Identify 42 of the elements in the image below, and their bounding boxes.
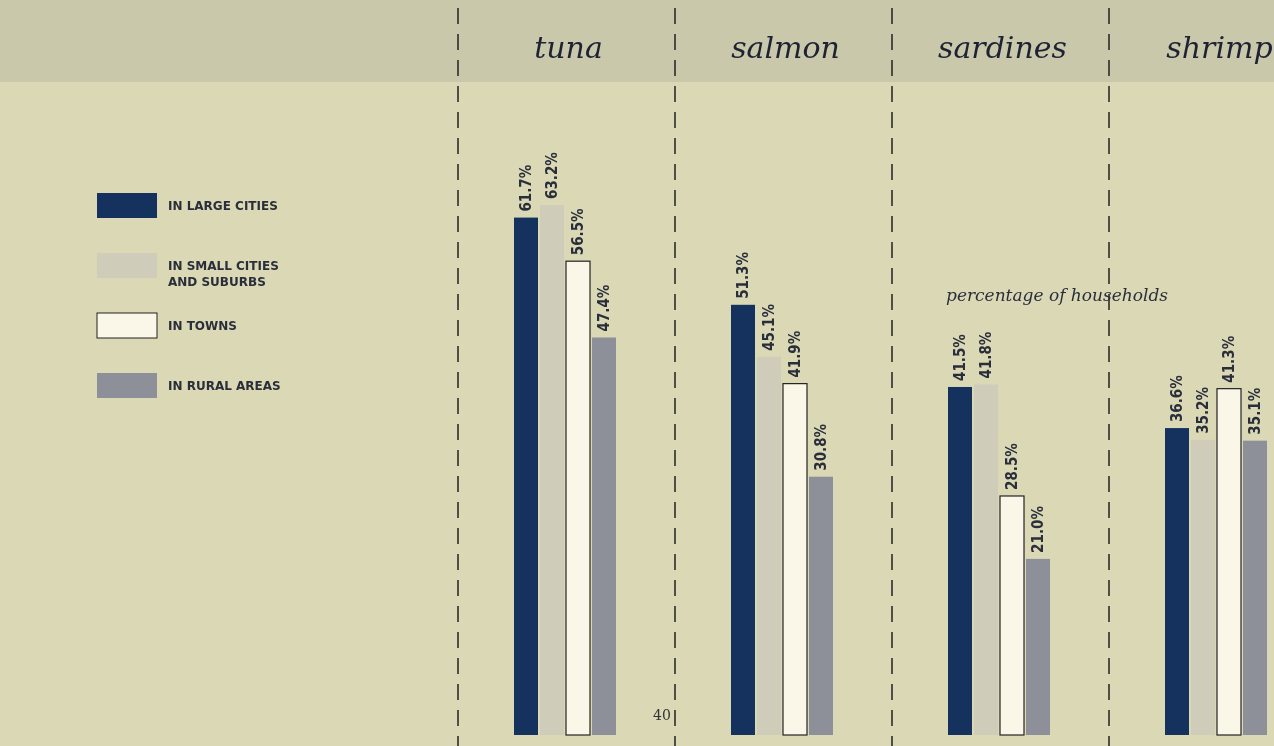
x-tick-label: tuna [534, 30, 603, 65]
data-label: 51.3% [734, 251, 752, 299]
x-tick-label: sardines [938, 30, 1067, 65]
data-label: 21.0% [1029, 505, 1047, 553]
y-axis-title: percentage of households [946, 285, 1169, 305]
data-label: 47.4% [595, 284, 613, 332]
data-label: 63.2% [543, 151, 561, 199]
data-label: 56.5% [569, 207, 587, 256]
bar [1026, 558, 1050, 735]
annotation: 40 [653, 707, 671, 723]
bar [1216, 388, 1242, 736]
x-tick-label: shrimp [1166, 30, 1273, 65]
bar [1191, 439, 1215, 735]
legend-label: IN SMALL CITIES AND SUBURBS [168, 259, 279, 289]
data-label: 41.8% [977, 331, 995, 379]
data-label: 41.9% [786, 330, 804, 378]
bar [565, 260, 591, 736]
data-label: 28.5% [1003, 442, 1021, 490]
bar [592, 337, 616, 735]
legend-label: IN RURAL AREAS [168, 379, 281, 393]
x-tick-label: salmon [731, 30, 840, 65]
bar [1165, 428, 1189, 735]
data-label: 30.8% [812, 423, 830, 471]
data-label: 35.2% [1194, 386, 1212, 434]
bar [809, 476, 833, 735]
data-label: 41.5% [951, 333, 969, 381]
data-label: 45.1% [760, 303, 778, 351]
legend-label: IN LARGE CITIES [168, 199, 278, 213]
bar [540, 205, 564, 735]
bar [999, 495, 1025, 736]
bar [948, 386, 972, 735]
data-label: 35.1% [1246, 387, 1264, 435]
data-label: 61.7% [517, 164, 535, 212]
legend-label: IN TOWNS [168, 319, 237, 333]
bar [1243, 440, 1267, 735]
bar [782, 383, 808, 736]
data-label: 36.6% [1168, 374, 1186, 423]
data-label: 41.3% [1220, 335, 1238, 383]
bar [514, 217, 538, 735]
bar [974, 384, 998, 735]
bar [731, 304, 755, 735]
bar [757, 356, 781, 735]
